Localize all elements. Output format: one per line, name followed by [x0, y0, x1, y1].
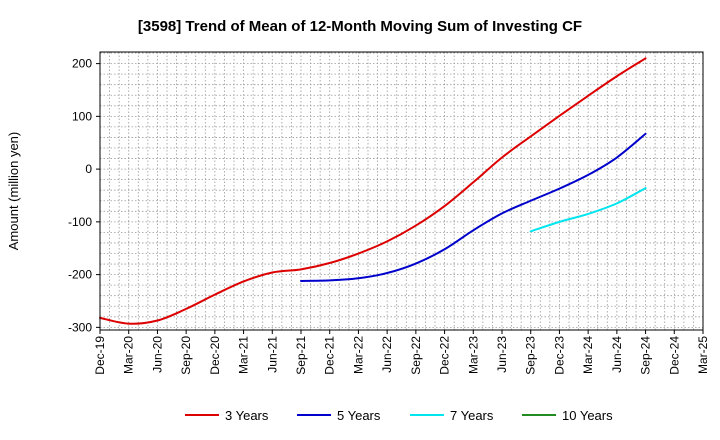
x-tick-label: Jun-22 [380, 336, 394, 373]
x-tick-label: Jun-21 [265, 336, 279, 373]
legend-label: 5 Years [337, 408, 381, 423]
series-line-3-years [99, 57, 647, 325]
legend: 3 Years 5 Years 7 Years 10 Years [185, 408, 613, 423]
x-tick-label: Mar-20 [122, 336, 136, 374]
y-axis-label: Amount (million yen) [6, 132, 21, 251]
x-tick-label: Dec-23 [552, 336, 566, 375]
plot-frame [99, 51, 704, 331]
x-tick-label: Jun-24 [610, 336, 624, 373]
x-tick-label: Sep-20 [179, 336, 193, 375]
legend-label: 10 Years [562, 408, 613, 423]
y-tick-label: 100 [72, 109, 92, 123]
x-tick-label: Mar-23 [466, 336, 480, 374]
grid-layer [100, 52, 703, 330]
y-tick-label: 0 [85, 162, 92, 176]
x-tick-label: Dec-19 [93, 336, 107, 375]
x-tick-label: Jun-20 [150, 336, 164, 373]
x-tick-label: Dec-20 [208, 336, 222, 375]
legend-label: 3 Years [225, 408, 269, 423]
y-tick-label: -100 [68, 215, 92, 229]
chart-title: [3598] Trend of Mean of 12-Month Moving … [138, 18, 582, 35]
y-tick-labels: 200 100 0 -100 -200 -300 [68, 57, 100, 334]
x-tick-label: Sep-22 [409, 336, 423, 375]
x-tick-labels: Dec-19 Mar-20 Jun-20 Sep-20 Dec-20 Mar-21 Jun-… [93, 330, 710, 375]
y-tick-label: -300 [68, 320, 92, 334]
x-tick-label: Sep-24 [639, 336, 653, 375]
x-tick-label: Mar-25 [696, 336, 710, 374]
y-tick-label: 200 [72, 57, 92, 71]
x-tick-label: Dec-24 [667, 336, 681, 375]
x-tick-label: Sep-21 [294, 336, 308, 375]
series-line-5-years [300, 132, 647, 282]
series-layer [99, 57, 647, 325]
legend-label: 7 Years [450, 408, 494, 423]
x-tick-label: Dec-22 [438, 336, 452, 375]
x-tick-label: Sep-23 [524, 336, 538, 375]
x-tick-label: Mar-22 [351, 336, 365, 374]
x-tick-label: Jun-23 [495, 336, 509, 373]
x-tick-label: Dec-21 [323, 336, 337, 375]
x-tick-label: Mar-24 [581, 336, 595, 374]
y-tick-label: -200 [68, 268, 92, 282]
series-line-7-years [529, 187, 647, 233]
x-tick-label: Mar-21 [237, 336, 251, 374]
